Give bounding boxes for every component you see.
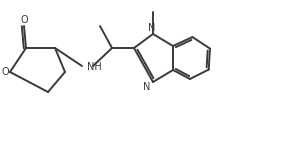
Text: N: N bbox=[148, 23, 156, 33]
Text: O: O bbox=[1, 67, 9, 77]
Text: N: N bbox=[143, 82, 151, 92]
Text: O: O bbox=[20, 15, 28, 25]
Text: NH: NH bbox=[86, 62, 101, 72]
